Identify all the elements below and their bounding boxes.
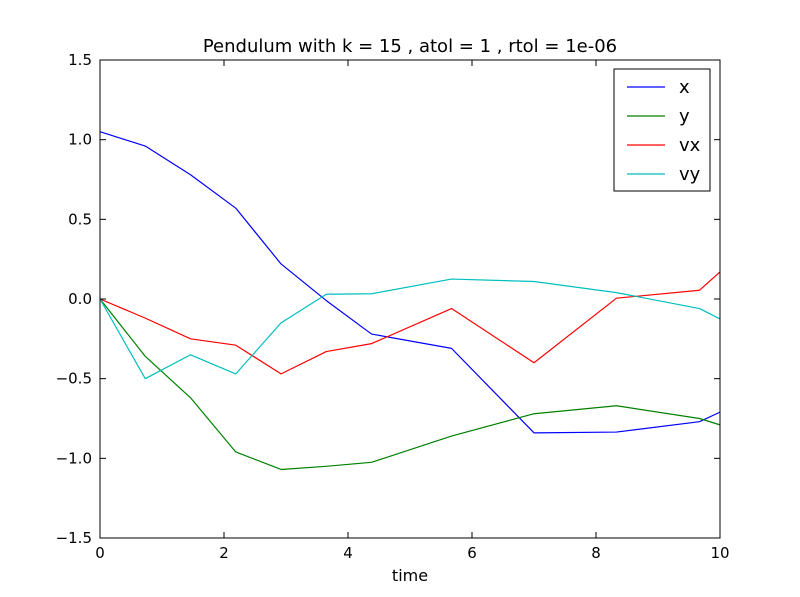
series-lines: [99, 131, 721, 471]
legend-label-y: y: [679, 106, 690, 127]
series-line-x: [99, 131, 721, 434]
x-tick-label: 10: [710, 544, 729, 562]
legend-label-vx: vx: [679, 135, 701, 156]
y-tick-label: −1.5: [56, 529, 92, 547]
x-tick-labels: 0 2 4 6 8 10: [95, 544, 729, 562]
chart-title: Pendulum with k = 15 , atol = 1 , rtol =…: [203, 36, 617, 57]
legend-label-vy: vy: [679, 164, 701, 185]
y-tick-label: 1.5: [68, 51, 92, 69]
y-tick-label: 0.0: [68, 290, 92, 308]
x-axis-label: time: [392, 566, 428, 585]
x-tick-label: 8: [591, 544, 601, 562]
y-tick-label: 0.5: [68, 210, 92, 228]
x-tick-label: 2: [219, 544, 229, 562]
series-line-y: [99, 298, 721, 471]
y-tick-label: −1.0: [56, 449, 92, 467]
x-tick-label: 6: [467, 544, 477, 562]
legend: xy vx vy: [613, 68, 711, 192]
x-tick-label: 0: [95, 544, 105, 562]
series-line-vx: [99, 271, 721, 375]
y-tick-label: 1.0: [68, 131, 92, 149]
legend-label-x: x: [679, 77, 690, 98]
y-tick-label: −0.5: [56, 370, 92, 388]
x-tick-label: 4: [343, 544, 353, 562]
legend-box: [613, 68, 711, 192]
plot-frame: [99, 59, 721, 539]
y-tick-labels: 1.5 1.0 0.5 0.0 −0.5 −1.0 −1.5: [56, 51, 92, 547]
series-line-vy: [99, 278, 721, 380]
